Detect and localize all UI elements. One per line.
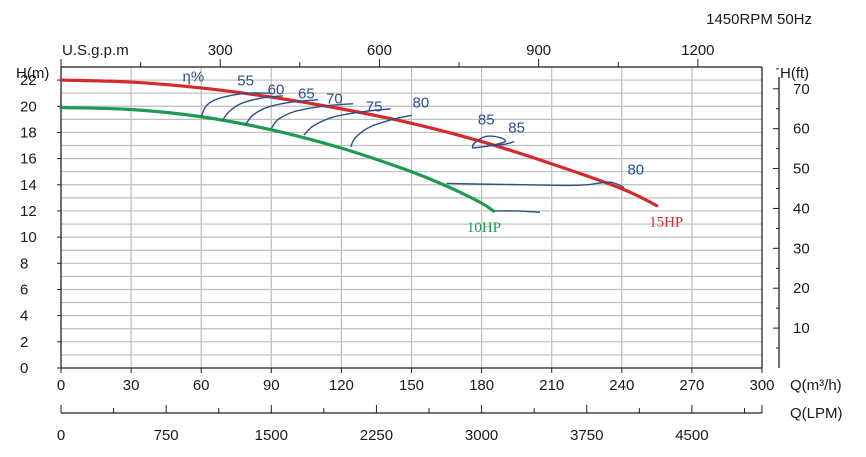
efficiency-label: 65 (298, 85, 315, 102)
efficiency-label: 85 (478, 112, 495, 129)
q-m3h-tick-label: 150 (399, 377, 424, 394)
q-m3h-tick-label: 300 (749, 377, 774, 394)
h-m-tick-label: 14 (20, 177, 37, 194)
efficiency-curve (493, 210, 541, 213)
q-lpm-tick-label: 2250 (360, 427, 393, 444)
h-m-tick-label: 12 (20, 203, 37, 220)
h-m-tick-label: 20 (20, 98, 37, 115)
efficiency-label: 80 (413, 95, 430, 112)
efficiency-label: 60 (268, 81, 285, 98)
efficiency-unit-label: η% (183, 68, 205, 85)
efficiency-label: 70 (326, 91, 343, 108)
h-ft-tick-label: 60 (793, 121, 810, 138)
efficiency-curve (303, 108, 391, 136)
q-m3h-tick-label: 0 (57, 377, 65, 394)
usgpm-tick-label: 600 (367, 42, 392, 59)
h-m-tick-label: 16 (20, 151, 37, 168)
efficiency-curve (221, 95, 284, 122)
h-m-tick-label: 0 (20, 360, 28, 377)
usgpm-tick-label: 300 (208, 42, 233, 59)
q-lpm-tick-label: 4500 (675, 427, 708, 444)
series-label-10hp: 10HP (467, 220, 501, 236)
q-m3h-tick-label: 180 (469, 377, 494, 394)
series-lines (59, 78, 659, 213)
q-m3h-tick-label: 210 (539, 377, 564, 394)
efficiency-curves (200, 92, 625, 213)
h-m-tick-label: 10 (20, 229, 37, 246)
h-m-tick-label: 4 (20, 308, 28, 325)
usgpm-tick-label: 900 (526, 42, 551, 59)
series-line-15hp (59, 78, 659, 208)
usgpm-tick-label: 1200 (681, 42, 714, 59)
curve-labels: η% 55 60 65 70 75 80 85 85 80 15HP 10HP (183, 68, 684, 236)
speed-label: 1450RPM 50Hz (706, 11, 812, 28)
h-m-tick-label: 2 (20, 334, 28, 351)
h-m-tick-label: 22 (20, 72, 37, 89)
series-label-15hp: 15HP (649, 215, 683, 231)
usgpm-axis-title: U.S.g.p.m (62, 42, 129, 59)
efficiency-curve (245, 99, 319, 126)
q-lpm-tick-label: 3750 (570, 427, 603, 444)
q-lpm-tick-label: 3000 (465, 427, 498, 444)
q-m3h-tick-label: 240 (609, 377, 634, 394)
h-m-axis-title: H(m) (16, 65, 49, 82)
efficiency-label: 80 (627, 161, 644, 178)
h-ft-tick-label: 40 (793, 200, 810, 217)
efficiency-curve (350, 114, 412, 148)
efficiency-label: 55 (237, 72, 254, 89)
efficiency-curve (200, 92, 272, 118)
q-lpm-tick-label: 0 (57, 427, 65, 444)
h-ft-tick-label: 20 (793, 280, 810, 297)
h-ft-tick-label: 10 (793, 320, 810, 337)
efficiency-curve (446, 181, 625, 189)
q-lpm-tick-label: 1500 (255, 427, 288, 444)
efficiency-label: 85 (508, 119, 525, 136)
q-m3h-tick-label: 30 (123, 377, 140, 394)
q-m3h-tick-label: 270 (679, 377, 704, 394)
efficiency-curve (490, 140, 515, 147)
axes: 0 2 4 6 8 10 12 14 16 18 20 22 0 30 60 90 120 150 180 210 24… (20, 42, 810, 444)
h-m-tick-label: 6 (20, 281, 28, 298)
q-m3h-axis-title: Q(m³/h) (790, 377, 842, 394)
q-lpm-axis-title: Q(LPM) (790, 405, 843, 422)
series-line-10hp (59, 105, 495, 213)
q-m3h-tick-label: 90 (263, 377, 280, 394)
efficiency-label: 75 (366, 98, 383, 115)
q-m3h-tick-label: 60 (193, 377, 210, 394)
h-ft-tick-label: 50 (793, 161, 810, 178)
q-m3h-tick-label: 120 (329, 377, 354, 394)
h-ft-axis-title: H(ft) (780, 65, 809, 82)
h-ft-tick-label: 70 (793, 81, 810, 98)
h-m-tick-label: 18 (20, 124, 37, 141)
h-ft-tick-label: 30 (793, 240, 810, 257)
h-m-tick-label: 8 (20, 255, 28, 272)
q-lpm-tick-label: 750 (154, 427, 179, 444)
efficiency-curve (270, 102, 354, 129)
